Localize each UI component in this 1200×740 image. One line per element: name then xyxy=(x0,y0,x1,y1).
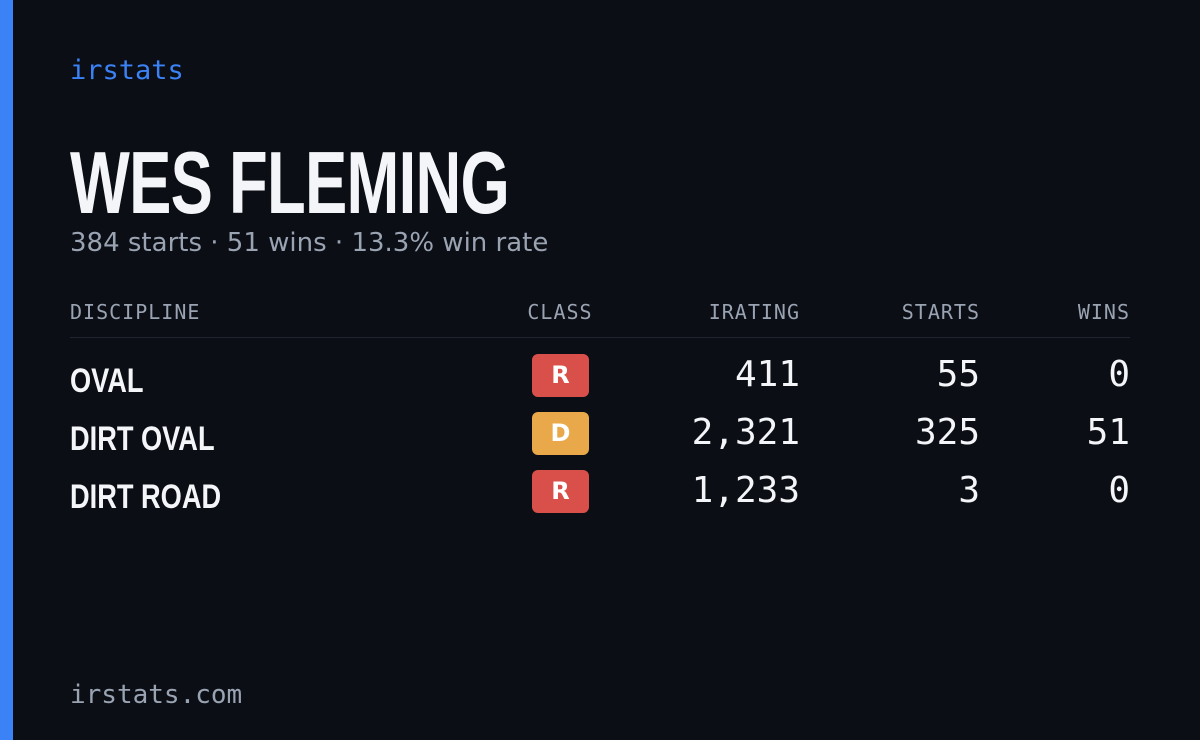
irating: 1,233 xyxy=(691,470,800,511)
class-badge: R xyxy=(532,470,589,513)
discipline: DIRT ROAD xyxy=(70,478,222,516)
wins: 0 xyxy=(1108,470,1130,511)
discipline: OVAL xyxy=(70,362,144,400)
header-rule xyxy=(70,337,1130,338)
column-header: IRATING xyxy=(708,300,800,324)
summary: 384 starts · 51 wins · 13.3% win rate xyxy=(70,228,549,258)
accent-stripe xyxy=(0,0,13,740)
column-header: WINS xyxy=(1077,300,1130,324)
wins: 51 xyxy=(1086,412,1130,453)
irating: 2,321 xyxy=(691,412,800,453)
column-header: CLASS xyxy=(527,300,593,324)
wins: 0 xyxy=(1108,354,1130,395)
irating: 411 xyxy=(734,354,800,395)
discipline: DIRT OVAL xyxy=(70,420,215,458)
column-header: DISCIPLINE xyxy=(70,300,201,324)
starts: 325 xyxy=(914,412,980,453)
driver-name: WES FLEMING xyxy=(70,133,510,232)
brand: irstats xyxy=(70,55,184,86)
class-badge: R xyxy=(532,354,589,397)
footer: irstats.com xyxy=(70,680,243,710)
starts: 55 xyxy=(936,354,980,395)
class-badge: D xyxy=(532,412,589,455)
starts: 3 xyxy=(958,470,980,511)
column-header: STARTS xyxy=(901,300,980,324)
